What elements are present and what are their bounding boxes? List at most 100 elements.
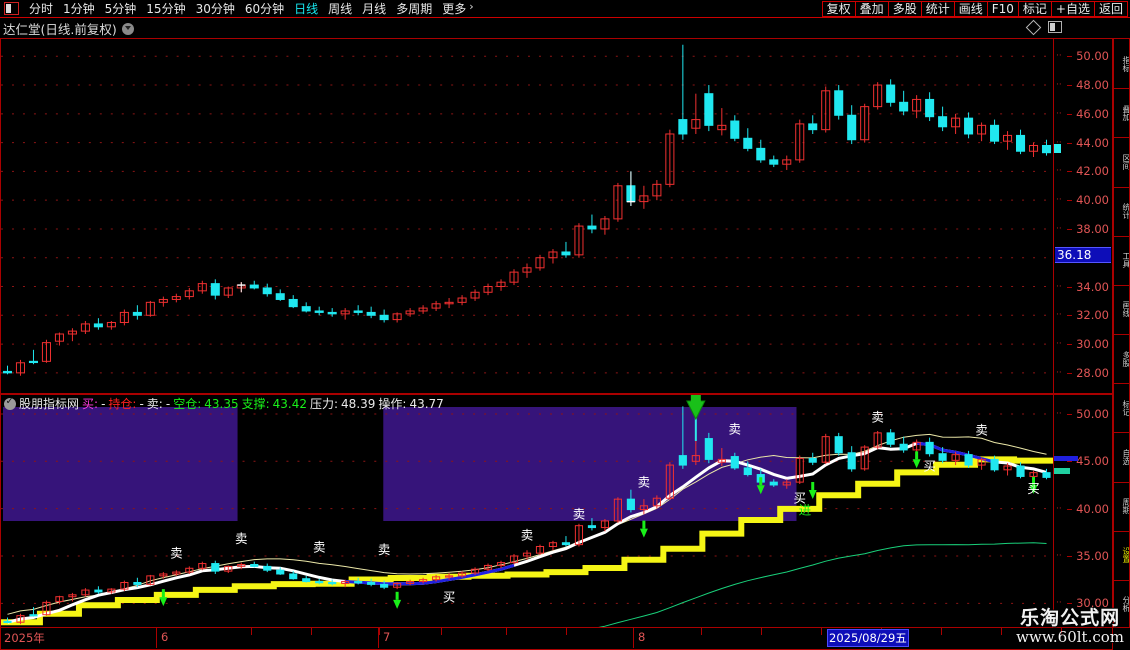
time-separator (566, 628, 567, 635)
diamond-icon[interactable] (1025, 19, 1042, 35)
period-tab-9[interactable]: 多周期 (396, 1, 433, 16)
period-tab-2[interactable]: 5分钟 (104, 1, 137, 16)
toolbar-button-复权[interactable]: 复权 (821, 1, 856, 17)
tick-dot: ·· (1056, 550, 1062, 561)
time-label: 8 (638, 630, 646, 644)
vertical-separator (1114, 530, 1129, 532)
period-tab-4[interactable]: 30分钟 (195, 1, 235, 16)
tick-dot: ·· (1056, 223, 1062, 234)
chevron-down-circle-icon[interactable] (121, 22, 134, 35)
price-tick: 42.00 (1067, 164, 1109, 179)
vertical-separator (1114, 432, 1129, 434)
tick-dot: ·· (1056, 281, 1062, 292)
svg-text:卖: 卖 (521, 527, 533, 542)
tick-dot: ·· (1056, 503, 1062, 514)
toolbar-button-画线[interactable]: 画线 (953, 1, 988, 17)
chevron-right-icon[interactable]: › (469, 0, 474, 13)
vertical-tool-2[interactable]: 区间 (1122, 153, 1130, 170)
toolbar-button-+自选[interactable]: +自选 (1050, 1, 1095, 17)
indicator-field-value: - (165, 397, 171, 411)
tick-dot: ·· (1056, 408, 1062, 419)
indicator-field-label: 买: (82, 397, 99, 411)
svg-text:卖: 卖 (170, 546, 182, 561)
vertical-tool-9[interactable]: 周期 (1122, 498, 1130, 515)
tick-dot: ·· (1056, 598, 1062, 609)
main-plot-area[interactable] (1, 39, 1053, 393)
vertical-separator (1114, 383, 1129, 385)
selected-date-badge[interactable]: 2025/08/29五 (827, 629, 909, 647)
vertical-tool-5[interactable]: 画线 (1122, 301, 1130, 318)
tick-dot: ·· (1056, 51, 1062, 62)
svg-text:卖: 卖 (729, 421, 741, 436)
vertical-separator (1114, 235, 1129, 237)
time-separator (311, 628, 312, 635)
vertical-tool-4[interactable]: 工具 (1122, 252, 1130, 269)
time-separator (251, 628, 252, 635)
vertical-tool-7[interactable]: 标记 (1122, 399, 1130, 416)
period-tab-0[interactable]: 分时 (29, 1, 54, 16)
vertical-tool-11[interactable]: 分析 (1122, 596, 1130, 613)
last-price-badge[interactable]: 36.18 (1055, 247, 1111, 264)
price-cursor-marker (1054, 144, 1061, 154)
indicator-field-label: 卖: (146, 397, 163, 411)
price-tick: 38.00 (1067, 221, 1109, 236)
indicator-field-value: - (139, 397, 144, 411)
period-tab-6[interactable]: 日线 (294, 1, 319, 16)
indicator-price-tick: 40.00 (1067, 501, 1109, 516)
right-vertical-toolbar[interactable]: 指标叠加区间统计工具画线多股标记自选周期设置分析 (1113, 38, 1130, 628)
toolbar-button-多股[interactable]: 多股 (887, 1, 922, 17)
period-tab-8[interactable]: 月线 (362, 1, 387, 16)
svg-text:进: 进 (799, 502, 812, 517)
time-separator-major (378, 628, 379, 648)
time-separator (1061, 628, 1062, 635)
period-tab-7[interactable]: 周线 (328, 1, 353, 16)
indicator-values: 买: - 持仓: - 卖: - 空仓: 43.35 支撑: 43.42 压力: 48.39 操作: 43.… (82, 395, 447, 412)
main-price-axis[interactable]: 50.00 ·· 48.00 ·· 46.00 ·· 44.00 ·· 42.00 ·· 40.00… (1053, 39, 1112, 393)
toolbar-button-标记[interactable]: 标记 (1017, 1, 1052, 17)
panel-toggle-icon[interactable] (4, 2, 19, 15)
price-tick: 50.00 (1067, 49, 1109, 64)
indicator-price-axis[interactable]: 50.00 ·· 45.00 ·· 40.00 ·· 35.00 ·· 30.00 ·· (1053, 395, 1112, 627)
period-tab-5[interactable]: 60分钟 (244, 1, 285, 16)
svg-text:卖: 卖 (638, 475, 650, 490)
vertical-tool-8[interactable]: 自选 (1122, 448, 1130, 465)
split-panel-icon[interactable] (1048, 21, 1062, 33)
toolbar-button-F10[interactable]: F10 (986, 1, 1019, 17)
indicator-pane[interactable]: 股朋指标网 买:-持仓:-卖:-空仓:43.35支撑:43.42压力:48.39… (0, 394, 1113, 628)
price-tick: 40.00 (1067, 193, 1109, 208)
toolbar-button-叠加[interactable]: 叠加 (854, 1, 889, 17)
vertical-tool-1[interactable]: 叠加 (1122, 104, 1130, 121)
period-tab-3[interactable]: 15分钟 (146, 1, 186, 16)
indicator-field-label: 持仓: (108, 397, 137, 411)
vertical-tool-10[interactable]: 设置 (1122, 547, 1130, 564)
svg-text:卖: 卖 (235, 531, 247, 546)
indicator-plot-area[interactable]: 卖卖卖卖买卖卖卖卖买进卖买卖买 (1, 395, 1053, 627)
time-axis[interactable]: 2025年 6 7 8 2025/08/29五 (0, 628, 1113, 650)
vertical-separator (1114, 481, 1129, 483)
vertical-separator (1114, 137, 1129, 139)
period-tab-10[interactable]: 更多 (442, 1, 467, 16)
price-tick: 44.00 (1067, 135, 1109, 150)
vertical-tool-0[interactable]: 指标 (1122, 55, 1130, 72)
time-label: 6 (161, 630, 169, 644)
indicator-header: 股朋指标网 买:-持仓:-卖:-空仓:43.35支撑:43.42压力:48.39… (1, 395, 1112, 412)
time-separator-major (633, 628, 634, 648)
checked-circle-icon[interactable] (4, 396, 16, 410)
time-separator (441, 628, 442, 635)
time-separator-major (156, 628, 157, 648)
vertical-separator (1114, 334, 1129, 335)
toolbar-button-返回[interactable]: 返回 (1093, 1, 1128, 17)
toolbar-right-buttons: 复权 叠加 多股 统计 画线 F10 标记 +自选 返回 (821, 0, 1128, 18)
chart-frame: 50.00 ·· 48.00 ·· 46.00 ·· 44.00 ·· 42.00 ·· 40.00… (0, 38, 1130, 650)
period-tab-1[interactable]: 1分钟 (63, 1, 95, 16)
vertical-tool-6[interactable]: 多股 (1122, 350, 1130, 367)
toolbar-button-统计[interactable]: 统计 (920, 1, 955, 17)
svg-text:买: 买 (923, 459, 935, 474)
vertical-tool-3[interactable]: 统计 (1122, 203, 1130, 220)
main-price-pane[interactable]: 50.00 ·· 48.00 ·· 46.00 ·· 44.00 ·· 42.00 ·· 40.00… (0, 38, 1113, 394)
time-separator (379, 628, 380, 635)
tick-dot: ·· (1056, 310, 1062, 321)
svg-text:卖: 卖 (573, 507, 585, 522)
svg-text:卖: 卖 (378, 542, 390, 557)
svg-text:买: 买 (794, 490, 806, 505)
